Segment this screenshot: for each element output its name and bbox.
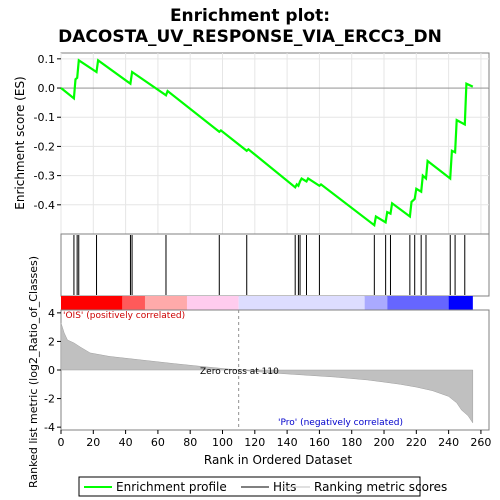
es-y-tick-label: -0.1	[34, 111, 55, 124]
rank-gradient-bar	[61, 296, 473, 310]
es-y-tick-label: -0.3	[34, 170, 55, 183]
x-tick-label: 180	[341, 436, 362, 449]
hits-group	[73, 235, 466, 295]
hits-panel-frame	[60, 233, 490, 297]
x-tick-label: 20	[86, 436, 100, 449]
x-tick-label: 60	[151, 436, 165, 449]
es-y-tick-label: -0.4	[34, 199, 55, 212]
x-tick-label: 240	[438, 436, 459, 449]
x-tick-label: 220	[406, 436, 427, 449]
gradient-segment	[238, 296, 365, 310]
es-panel-frame	[60, 52, 490, 235]
es-y-tick-label: 0.0	[38, 82, 56, 95]
metric-y-tick-label: 4	[48, 307, 55, 320]
es-y-axis-label: Enrichment score (ES)	[13, 76, 27, 209]
gradient-segment	[122, 296, 145, 310]
x-tick-label: 140	[277, 436, 298, 449]
positive-correlation-label: 'OIS' (positively correlated)	[63, 311, 185, 321]
gradient-segment	[448, 296, 473, 310]
es-panel-grid	[60, 53, 489, 234]
x-axis-label: Rank in Ordered Dataset	[204, 453, 352, 467]
metric-y-ticks: 4 2 0 -2 -4	[44, 307, 61, 434]
enrichment-profile-line	[60, 58, 474, 228]
ranking-metric-area	[60, 322, 474, 424]
chart-title-line2: DACOSTA_UV_RESPONSE_VIA_ERCC3_DN	[58, 27, 442, 47]
gradient-segment	[186, 296, 239, 310]
metric-y-tick-label: -4	[44, 421, 55, 434]
x-tick-label: 40	[119, 436, 133, 449]
metric-y-axis-label: Ranked list metric (log2_Ratio_of_Classe…	[27, 256, 40, 488]
x-tick-label: 160	[309, 436, 330, 449]
legend-label: Enrichment profile	[116, 480, 227, 494]
metric-group	[60, 310, 474, 430]
x-tick-label: 0	[58, 436, 65, 449]
gradient-segment	[61, 296, 123, 310]
es-line-group	[60, 58, 474, 228]
gradient-segment	[387, 296, 449, 310]
gradient-segment	[144, 296, 187, 310]
metric-y-tick-label: 2	[48, 335, 55, 348]
es-y-tick-label: 0.1	[38, 53, 56, 66]
metric-y-tick-label: -2	[44, 393, 55, 406]
es-y-tick-label: -0.2	[34, 140, 55, 153]
x-tick-label: 80	[183, 436, 197, 449]
x-tick-label: 260	[470, 436, 491, 449]
negative-correlation-label: 'Pro' (negatively correlated)	[278, 418, 403, 428]
zero-cross-label: Zero cross at 110	[200, 367, 279, 377]
x-tick-label: 200	[374, 436, 395, 449]
legend: Enrichment profile Hits Ranking metric sco…	[84, 480, 447, 494]
x-axis-ticks: 0 20 40 60 80 100 120 140 160 180 200 220 240 260	[58, 430, 491, 449]
es-y-ticks: 0.1 0.0 -0.1 -0.2 -0.3 -0.4	[34, 53, 61, 212]
metric-y-tick-label: 0	[48, 364, 55, 377]
chart-title-line1: Enrichment plot:	[170, 6, 330, 26]
x-tick-label: 100	[212, 436, 233, 449]
x-tick-label: 120	[244, 436, 265, 449]
legend-label: Ranking metric scores	[314, 480, 447, 494]
gradient-segment	[364, 296, 388, 310]
